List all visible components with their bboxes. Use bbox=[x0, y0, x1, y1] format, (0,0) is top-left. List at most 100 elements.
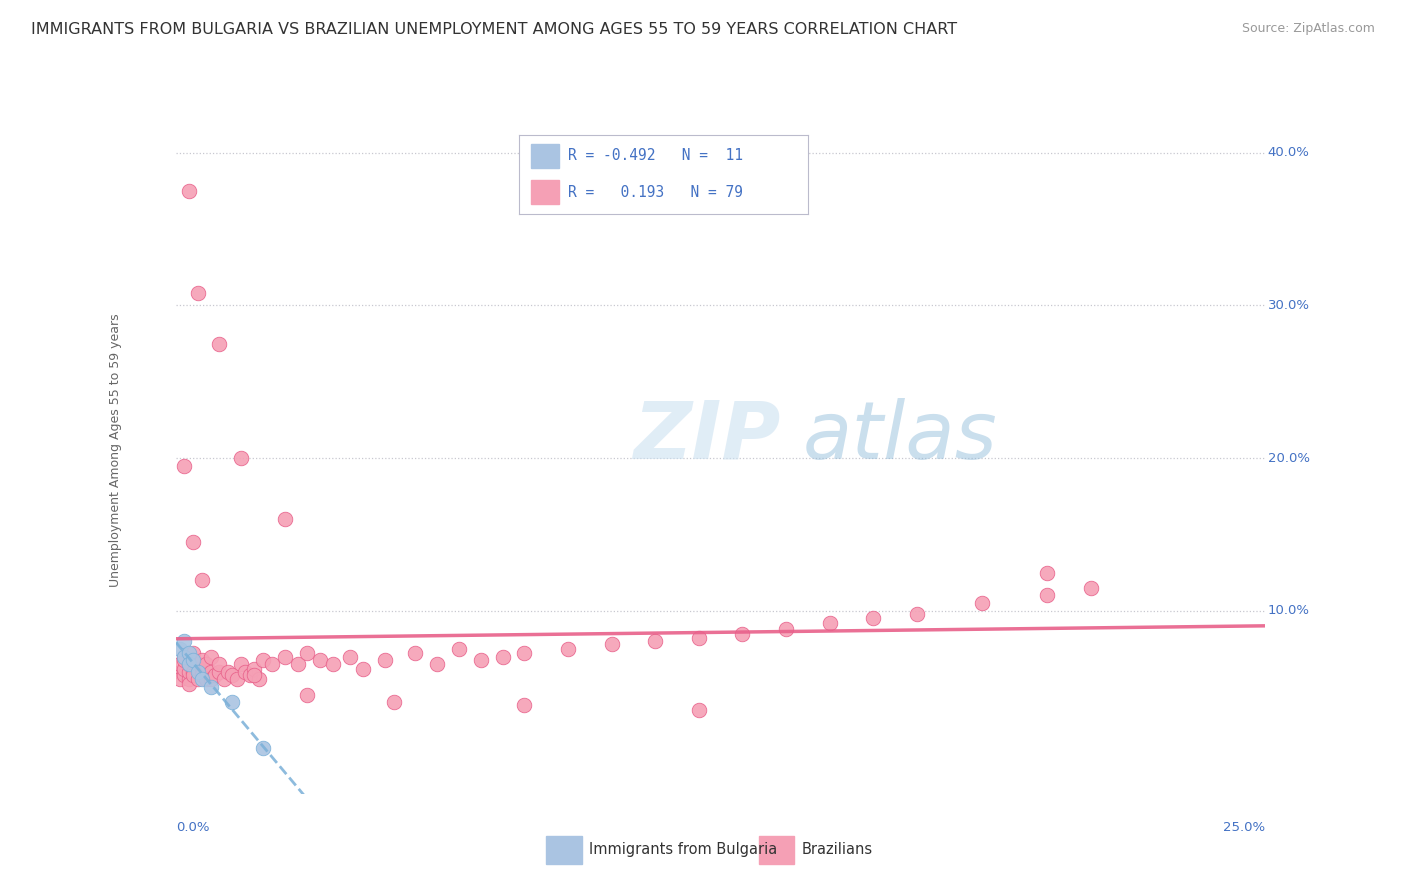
Point bbox=[181, 665, 204, 679]
Point bbox=[191, 665, 214, 679]
Text: Source: ZipAtlas.com: Source: ZipAtlas.com bbox=[1241, 22, 1375, 36]
Point bbox=[252, 741, 274, 756]
Text: 25.0%: 25.0% bbox=[1223, 822, 1265, 834]
Point bbox=[243, 662, 266, 676]
Point bbox=[200, 680, 222, 694]
Point bbox=[173, 649, 195, 664]
Point bbox=[239, 668, 262, 682]
Point bbox=[374, 652, 396, 666]
Point bbox=[405, 647, 427, 661]
Point bbox=[177, 657, 200, 672]
Bar bbox=[530, 180, 560, 204]
Point bbox=[200, 665, 222, 679]
Point bbox=[260, 657, 283, 672]
Point bbox=[688, 631, 710, 645]
Point bbox=[513, 698, 536, 713]
Point bbox=[308, 652, 330, 666]
Point bbox=[513, 647, 536, 661]
Point bbox=[600, 637, 623, 651]
Point bbox=[173, 652, 195, 666]
Text: atlas: atlas bbox=[803, 398, 997, 475]
Point bbox=[287, 657, 309, 672]
Bar bbox=[530, 144, 560, 168]
Point bbox=[200, 649, 222, 664]
Point bbox=[173, 458, 195, 473]
Point bbox=[243, 668, 266, 682]
Point bbox=[818, 615, 841, 630]
Point bbox=[191, 673, 214, 687]
Point bbox=[181, 535, 204, 549]
Point bbox=[173, 668, 195, 682]
Point bbox=[447, 641, 470, 656]
Point bbox=[177, 184, 200, 198]
Point bbox=[177, 665, 200, 679]
Point bbox=[195, 673, 218, 687]
Point bbox=[177, 657, 200, 672]
Point bbox=[177, 647, 200, 661]
Point bbox=[173, 662, 195, 676]
Bar bbox=[759, 836, 794, 863]
Point bbox=[557, 641, 579, 656]
Point bbox=[221, 668, 243, 682]
Point bbox=[186, 657, 209, 672]
Point bbox=[186, 665, 209, 679]
Text: 20.0%: 20.0% bbox=[1268, 451, 1309, 465]
Point bbox=[186, 673, 209, 687]
Text: R =   0.193   N = 79: R = 0.193 N = 79 bbox=[568, 185, 744, 200]
Point bbox=[181, 647, 204, 661]
Point bbox=[200, 673, 222, 687]
Point bbox=[186, 286, 209, 301]
Point bbox=[217, 665, 239, 679]
Point bbox=[295, 647, 318, 661]
Point bbox=[235, 665, 257, 679]
Point bbox=[274, 512, 297, 526]
Point bbox=[195, 657, 218, 672]
Point bbox=[352, 662, 374, 676]
Text: 30.0%: 30.0% bbox=[1268, 299, 1309, 312]
Text: 40.0%: 40.0% bbox=[1268, 146, 1309, 160]
Text: ZIP: ZIP bbox=[633, 398, 780, 475]
Point bbox=[247, 673, 270, 687]
Point bbox=[169, 657, 191, 672]
Point bbox=[212, 673, 235, 687]
Point bbox=[322, 657, 344, 672]
Point bbox=[731, 626, 754, 640]
Point bbox=[252, 652, 274, 666]
Point bbox=[339, 649, 361, 664]
Point bbox=[470, 652, 492, 666]
Point bbox=[169, 641, 191, 656]
Point bbox=[492, 649, 515, 664]
Point bbox=[208, 336, 231, 351]
Point bbox=[181, 652, 204, 666]
Point bbox=[1036, 566, 1059, 580]
Text: Unemployment Among Ages 55 to 59 years: Unemployment Among Ages 55 to 59 years bbox=[110, 314, 122, 587]
Point bbox=[177, 673, 200, 687]
Point bbox=[173, 649, 195, 664]
Point bbox=[204, 668, 226, 682]
Text: 0.0%: 0.0% bbox=[176, 822, 209, 834]
Text: Brazilians: Brazilians bbox=[801, 842, 873, 857]
Point bbox=[169, 673, 191, 687]
Point bbox=[862, 611, 884, 625]
Text: IMMIGRANTS FROM BULGARIA VS BRAZILIAN UNEMPLOYMENT AMONG AGES 55 TO 59 YEARS COR: IMMIGRANTS FROM BULGARIA VS BRAZILIAN UN… bbox=[31, 22, 957, 37]
Point bbox=[775, 622, 797, 636]
Point bbox=[181, 668, 204, 682]
Point bbox=[382, 695, 405, 709]
Point bbox=[208, 665, 231, 679]
Bar bbox=[546, 836, 582, 863]
Point bbox=[1080, 581, 1102, 595]
Point bbox=[173, 634, 195, 648]
Text: R = -0.492   N =  11: R = -0.492 N = 11 bbox=[568, 148, 744, 163]
Point bbox=[208, 657, 231, 672]
Point bbox=[688, 703, 710, 717]
Text: Immigrants from Bulgaria: Immigrants from Bulgaria bbox=[589, 842, 778, 857]
Point bbox=[186, 662, 209, 676]
Point bbox=[231, 657, 253, 672]
Point bbox=[191, 668, 214, 682]
Point bbox=[177, 677, 200, 691]
Point bbox=[970, 596, 993, 610]
Point bbox=[644, 634, 666, 648]
Point bbox=[231, 451, 253, 466]
Text: 10.0%: 10.0% bbox=[1268, 604, 1309, 617]
Point bbox=[225, 673, 247, 687]
